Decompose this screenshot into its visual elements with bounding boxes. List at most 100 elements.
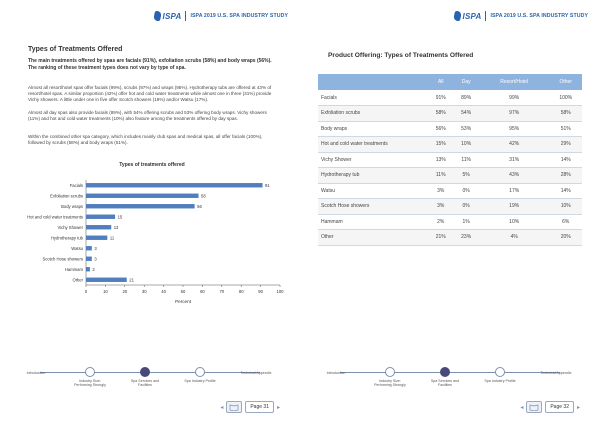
- table-cell: 14%: [549, 183, 582, 199]
- prev-page-icon[interactable]: ◂: [520, 404, 524, 411]
- nav-introduction[interactable]: Introduction: [316, 369, 356, 375]
- pager: ◂ Page 32 ▸: [520, 401, 580, 413]
- x-tick-label: 100: [277, 289, 285, 294]
- category-label: Body wraps: [61, 204, 83, 209]
- table-row: Hydrotherapy tub 11% 5% 43% 28%: [318, 167, 582, 184]
- nav-introduction[interactable]: Introduction: [16, 369, 56, 375]
- x-tick-label: 70: [219, 289, 224, 294]
- nav-industry-size[interactable]: Industry Size: Performing Strongly: [70, 367, 110, 387]
- data-label: 15: [118, 214, 123, 219]
- row-label: Watsu: [318, 183, 428, 199]
- nav-dot: [495, 367, 505, 377]
- row-label: Hydrotherapy tub: [318, 167, 428, 184]
- table-cell: 11%: [428, 167, 454, 184]
- table-cell: 10%: [549, 198, 582, 215]
- x-tick-label: 10: [103, 289, 108, 294]
- table-cell: 54%: [453, 105, 479, 122]
- bar: [86, 267, 90, 272]
- book-icon[interactable]: [526, 401, 543, 413]
- table-cell: 31%: [478, 152, 550, 168]
- nav-industry-size[interactable]: Industry Size: Performing Strongly: [370, 367, 410, 387]
- nav-line: [40, 372, 260, 373]
- table-cell: 99%: [478, 90, 550, 106]
- page-number: Page 32: [545, 401, 574, 413]
- x-tick-label: 60: [200, 289, 205, 294]
- section-nav: Introduction Industry Size: Performing S…: [0, 362, 300, 392]
- col-header: Day: [453, 74, 479, 90]
- data-label: 2: [92, 267, 95, 272]
- table-cell: 5%: [453, 167, 479, 184]
- nav-technical-appendix[interactable]: Technical Appendix: [236, 369, 276, 375]
- table-title: Product Offering: Types of Treatments Of…: [328, 52, 474, 59]
- ispa-logo-icon: [452, 11, 462, 21]
- header-divider: [185, 11, 187, 21]
- nav-label: Spa Services and Facilities: [430, 379, 460, 388]
- logo-text: ISPA: [462, 11, 482, 21]
- nav-dot-active: [140, 367, 150, 377]
- data-label: 3: [94, 256, 97, 261]
- table-row: Other 21% 23% 4% 20%: [318, 229, 582, 246]
- header-divider: [485, 11, 487, 21]
- data-label: 13: [114, 225, 119, 230]
- nav-label: Spa Industry Profile: [184, 379, 216, 383]
- x-tick-label: 20: [122, 289, 127, 294]
- page-number: Page 31: [245, 401, 274, 413]
- bar: [86, 235, 108, 240]
- category-label: Vichy Shower: [57, 225, 83, 230]
- table-cell: 4%: [478, 229, 550, 246]
- next-page-icon[interactable]: ▸: [276, 404, 280, 411]
- page-header: ISPA ISPA 2019 U.S. SPA INDUSTRY STUDY: [300, 0, 600, 34]
- table-cell: 51%: [549, 121, 582, 137]
- table-cell: 2%: [428, 214, 454, 230]
- nav-spa-profile[interactable]: Spa Industry Profile: [180, 367, 220, 383]
- nav-spa-services[interactable]: Spa Services and Facilities: [125, 367, 165, 387]
- table-row: Exfoliation scrubs 58% 54% 97% 58%: [318, 105, 582, 122]
- nav-spa-profile[interactable]: Spa Industry Profile: [480, 367, 520, 383]
- table-cell: 19%: [478, 198, 550, 215]
- table-cell: 0%: [453, 183, 479, 199]
- category-label: Facials: [70, 183, 83, 188]
- bar: [86, 225, 112, 230]
- data-label: 3: [94, 246, 97, 251]
- table-row: Hot and cold water treatments 15% 10% 42% 29…: [318, 136, 582, 153]
- nav-dot: [385, 367, 395, 377]
- x-axis-label: Percent: [175, 299, 192, 304]
- table-row: Watsu 3% 0% 17% 14%: [318, 183, 582, 199]
- x-tick-label: 50: [181, 289, 186, 294]
- book-icon[interactable]: [226, 401, 243, 413]
- row-label: Hot and cold water treatments: [318, 136, 428, 153]
- category-label: Hydrotherapy tub: [51, 235, 84, 240]
- table-cell: 3%: [428, 198, 454, 215]
- table-cell: 23%: [453, 229, 479, 246]
- data-label: 56: [197, 204, 202, 209]
- table-cell: 10%: [453, 136, 479, 153]
- ispa-logo: ISPA: [452, 11, 482, 21]
- table-row: Scotch Hose showers 3% 0% 19% 10%: [318, 198, 582, 215]
- next-page-icon[interactable]: ▸: [576, 404, 580, 411]
- table-cell: 58%: [549, 105, 582, 122]
- nav-technical-appendix[interactable]: Technical Appendix: [536, 369, 576, 375]
- row-label: Exfoliation scrubs: [318, 105, 428, 122]
- prev-page-icon[interactable]: ◂: [220, 404, 224, 411]
- bar: [86, 183, 263, 188]
- col-header: Resort/Hotel: [478, 74, 550, 90]
- paragraph-day-spa: Almost all day spas also provide facials…: [28, 110, 267, 122]
- category-label: Other: [73, 277, 84, 282]
- bar: [86, 246, 92, 251]
- bar: [86, 214, 116, 219]
- table-row: Body wraps 56% 53% 95% 51%: [318, 121, 582, 137]
- data-label: 58: [201, 193, 206, 198]
- col-header: All: [428, 74, 454, 90]
- treatments-bar-chart: 0 10 20 30 40 50 60 70 80 90 100 Facials 91 Exfoliati…: [27, 180, 285, 304]
- table-cell: 28%: [549, 167, 582, 184]
- nav-label: Technical Appendix: [240, 371, 272, 375]
- nav-spa-services[interactable]: Spa Services and Facilities: [425, 367, 465, 387]
- page-header: ISPA ISPA 2019 U.S. SPA INDUSTRY STUDY: [0, 0, 300, 34]
- lead-paragraph: The main treatments offered by spas are …: [28, 58, 272, 71]
- nav-line: [340, 372, 560, 373]
- x-tick-label: 90: [258, 289, 263, 294]
- x-tick-label: 0: [85, 289, 88, 294]
- category-label: Exfoliation scrubs: [50, 193, 83, 198]
- data-label: 21: [129, 277, 134, 282]
- table-cell: 56%: [428, 121, 454, 137]
